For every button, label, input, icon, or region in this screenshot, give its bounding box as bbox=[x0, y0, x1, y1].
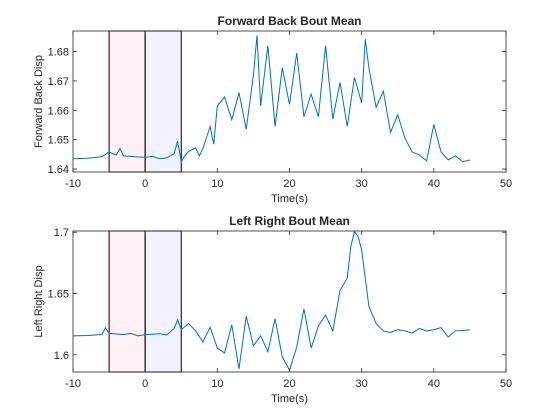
left-right-series-line bbox=[73, 231, 470, 372]
left-right-x-tick-label: 30 bbox=[356, 378, 368, 390]
forward-back-shaded-region-0 bbox=[108, 30, 146, 173]
forward-back-x-tick-label: 20 bbox=[283, 178, 295, 190]
forward-back-x-tick-label: 10 bbox=[211, 178, 223, 190]
left-right-x-tick-label: 20 bbox=[283, 378, 295, 390]
left-right-y-axis-label: Left Right Disp bbox=[33, 265, 45, 337]
left-right-x-axis-label: Time(s) bbox=[271, 393, 308, 405]
forward-back-shaded-regions bbox=[108, 30, 182, 173]
forward-back-x-ticks: -10 0 10 20 30 40 50 bbox=[65, 31, 512, 190]
left-right-axes: Left Right Bout Mean -10 0 10 20 30 40 50 1.61… bbox=[33, 214, 512, 405]
forward-back-plot-area bbox=[73, 35, 471, 164]
left-right-shaded-region-0 bbox=[108, 230, 146, 373]
left-right-plot-area bbox=[73, 231, 470, 372]
forward-back-x-tick-label: 40 bbox=[428, 178, 440, 190]
left-right-x-tick-label: 50 bbox=[500, 378, 512, 390]
forward-back-series-line bbox=[73, 35, 471, 164]
forward-back-axes: Forward Back Bout Mean -10 0 10 20 30 40 50 1.… bbox=[33, 14, 512, 205]
forward-back-y-ticks: 1.64 1.65 1.66 1.67 1.68 bbox=[48, 47, 506, 176]
forward-back-x-tick-label: -10 bbox=[65, 178, 81, 190]
left-right-x-tick-label: 0 bbox=[142, 378, 148, 390]
left-right-x-tick-label: -10 bbox=[65, 378, 81, 390]
left-right-x-tick-label: 10 bbox=[211, 378, 223, 390]
forward-back-x-axis-label: Time(s) bbox=[271, 193, 308, 205]
forward-back-y-tick-label: 1.67 bbox=[48, 76, 69, 88]
forward-back-x-tick-label: 0 bbox=[142, 178, 148, 190]
left-right-x-ticks: -10 0 10 20 30 40 50 bbox=[65, 231, 512, 390]
forward-back-x-tick-label: 30 bbox=[356, 178, 368, 190]
left-right-title: Left Right Bout Mean bbox=[229, 214, 350, 228]
left-right-y-tick-label: 1.6 bbox=[54, 350, 69, 362]
forward-back-y-tick-label: 1.65 bbox=[48, 135, 69, 147]
forward-back-y-tick-label: 1.66 bbox=[48, 105, 69, 117]
left-right-y-ticks: 1.6 1.65 1.7 bbox=[48, 227, 506, 362]
forward-back-y-tick-label: 1.68 bbox=[48, 47, 69, 59]
forward-back-x-tick-label: 50 bbox=[500, 178, 512, 190]
left-right-shaded-region-1 bbox=[144, 230, 182, 373]
left-right-y-tick-label: 1.65 bbox=[48, 289, 69, 301]
forward-back-shaded-region-1 bbox=[144, 30, 182, 173]
forward-back-y-tick-label: 1.64 bbox=[48, 164, 69, 176]
left-right-x-tick-label: 40 bbox=[428, 378, 440, 390]
left-right-y-tick-label: 1.7 bbox=[54, 227, 69, 239]
left-right-shaded-regions bbox=[108, 230, 182, 373]
forward-back-y-axis-label: Forward Back Disp bbox=[33, 55, 45, 148]
forward-back-title: Forward Back Bout Mean bbox=[217, 14, 361, 28]
